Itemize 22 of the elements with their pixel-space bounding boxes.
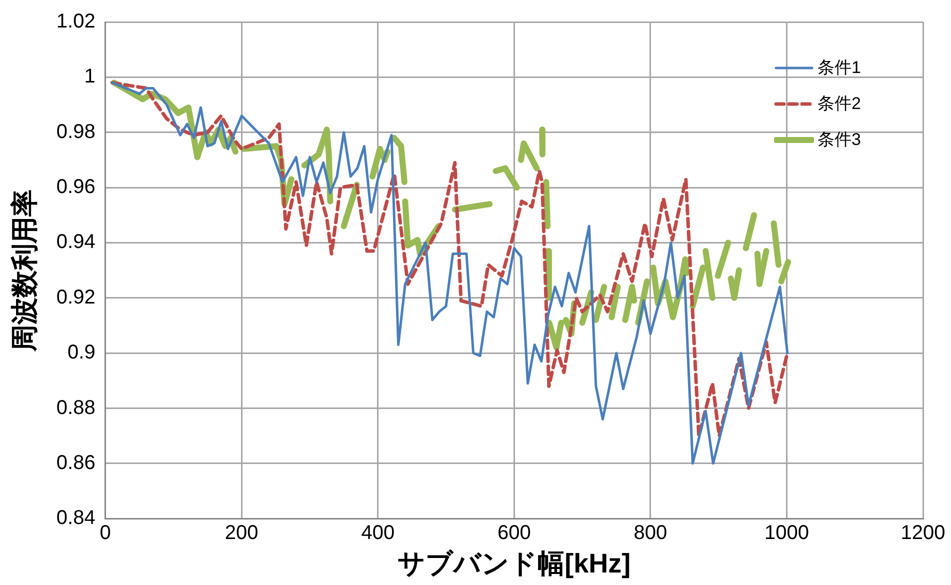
x-tick-label: 600 <box>497 522 531 544</box>
x-tick-label: 1200 <box>900 522 946 544</box>
y-tick-label: 0.92 <box>56 286 96 308</box>
x-tick-label: 800 <box>634 522 668 544</box>
y-tick-label: 0.88 <box>56 396 96 419</box>
y-tick-label: 0.94 <box>56 231 96 254</box>
x-tick-label: 400 <box>361 522 395 544</box>
y-tick-label: 1 <box>84 66 96 88</box>
x-axis-title: サブバンド幅[kHz] <box>398 548 631 578</box>
y-tick-label: 0.9 <box>68 342 96 364</box>
y-tick-label: 0.96 <box>56 176 96 198</box>
legend-label: 条件2 <box>818 93 861 115</box>
y-tick-label: 0.84 <box>56 507 96 530</box>
legend-label: 条件3 <box>818 129 861 151</box>
x-tick-label: 0 <box>100 522 111 544</box>
x-tick-label: 200 <box>224 522 258 544</box>
y-tick-label: 0.86 <box>56 452 96 474</box>
x-tick-label: 1000 <box>764 522 809 544</box>
legend-label: 条件1 <box>818 57 861 79</box>
y-tick-label: 1.02 <box>56 10 96 33</box>
y-axis-title: 周波数利用率 <box>10 189 40 352</box>
y-tick-label: 0.98 <box>56 120 96 143</box>
